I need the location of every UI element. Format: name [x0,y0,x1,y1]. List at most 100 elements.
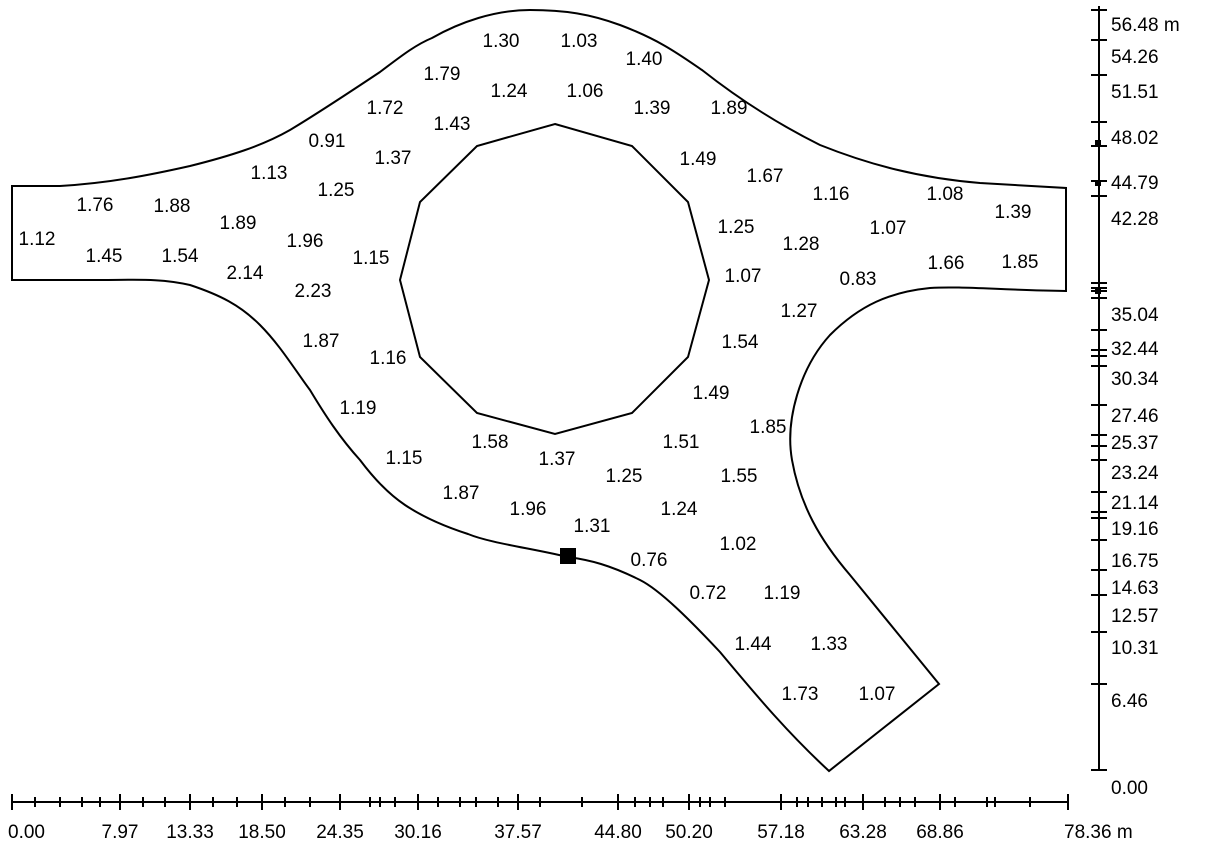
reference-marker [560,548,576,564]
x-tick-label: 50.20 [665,822,713,843]
measurement-value: 1.55 [721,466,758,487]
measurement-value: 1.54 [722,332,759,353]
measurement-value: 1.39 [995,202,1032,223]
measurement-value: 1.16 [813,184,850,205]
y-tick-label: 56.48 m [1111,15,1180,36]
measurement-value: 1.07 [725,266,762,287]
measurement-value: 1.13 [251,163,288,184]
measurement-value: 2.23 [295,281,332,302]
y-tick-label: 48.02 [1111,128,1159,149]
measurement-value: 1.44 [735,634,772,655]
measurement-value: 1.76 [77,195,114,216]
y-tick-label: 54.26 [1111,47,1159,68]
y-tick-label: 30.34 [1111,369,1159,390]
measurement-value: 1.96 [510,499,547,520]
measurement-value: 1.89 [711,98,748,119]
y-axis-labels: 56.48 m 54.26 51.51 48.02 44.79 42.28 35.04 32.… [1111,15,1180,799]
y-tick-dot [1095,140,1101,146]
value-labels: 1.30 1.03 1.40 1.79 1.24 1.06 1.72 1.43 1.39 1.89… [19,31,1039,705]
measurement-value: 1.27 [781,301,818,322]
x-axis-ticks [11,794,1069,810]
measurement-value: 1.73 [782,684,819,705]
measurement-value: 1.30 [483,31,520,52]
measurement-value: 1.28 [783,234,820,255]
x-tick-label: 63.28 [839,822,887,843]
x-tick-label: 78.36 m [1064,822,1133,843]
measurement-value: 1.19 [340,398,377,419]
x-tick-label: 57.18 [757,822,805,843]
y-tick-label: 12.57 [1111,606,1159,627]
measurement-value: 1.25 [718,217,755,238]
y-tick-label: 0.00 [1111,778,1148,799]
measurement-value: 1.02 [720,534,757,555]
y-tick-label: 35.04 [1111,305,1159,326]
x-tick-label: 24.35 [316,822,364,843]
measurement-value: 1.39 [634,98,671,119]
measurement-value: 1.85 [1002,252,1039,273]
x-tick-label: 37.57 [494,822,542,843]
x-tick-label: 18.50 [238,822,286,843]
measurement-value: 1.33 [811,634,848,655]
measurement-value: 1.31 [574,516,611,537]
measurement-value: 1.03 [561,31,598,52]
y-tick-dot [1095,288,1101,294]
y-tick-label: 6.46 [1111,691,1148,712]
x-axis-labels: 0.00 7.97 13.33 18.50 24.35 30.16 37.57 44.80 50… [8,822,1133,843]
measurement-value: 2.14 [227,263,264,284]
measurement-value: 1.37 [539,449,576,470]
measurement-value: 0.76 [631,550,668,571]
measurement-value: 1.89 [220,213,257,234]
measurement-value: 0.72 [690,583,727,604]
measurement-value: 1.15 [353,248,390,269]
y-tick-label: 23.24 [1111,463,1159,484]
measurement-value: 1.08 [927,184,964,205]
measurement-value: 1.96 [287,231,324,252]
x-tick-label: 0.00 [8,822,45,843]
y-tick-label: 16.75 [1111,551,1159,572]
inner-island [398,122,711,436]
measurement-value: 1.88 [154,196,191,217]
measurement-value: 1.72 [367,98,404,119]
x-tick-label: 7.97 [102,822,139,843]
y-tick-label: 21.14 [1111,493,1159,514]
y-axis-ticks [1091,9,1107,771]
measurement-value: 1.19 [764,583,801,604]
measurement-value: 1.37 [375,148,412,169]
y-tick-label: 27.46 [1111,406,1159,427]
measurement-value: 1.49 [680,149,717,170]
measurement-value: 1.67 [747,166,784,187]
measurement-value: 1.24 [491,81,528,102]
measurement-value: 1.49 [693,383,730,404]
y-tick-label: 14.63 [1111,578,1159,599]
y-tick-label: 10.31 [1111,638,1159,659]
measurement-value: 1.79 [424,64,461,85]
y-tick-label: 44.79 [1111,173,1159,194]
measurement-value: 1.25 [318,180,355,201]
x-tick-label: 68.86 [916,822,964,843]
measurement-value: 1.43 [434,114,471,135]
measurement-value: 1.12 [19,229,56,250]
measurement-value: 1.16 [370,348,407,369]
measurement-value: 1.54 [162,246,199,267]
measurement-value: 1.07 [859,684,896,705]
measurement-value: 1.51 [663,432,700,453]
measurement-value: 0.91 [309,131,346,152]
measurement-value: 1.25 [606,466,643,487]
measurement-value: 1.15 [386,448,423,469]
y-tick-label: 32.44 [1111,339,1159,360]
measurement-value: 1.06 [567,81,604,102]
y-tick-label: 51.51 [1111,82,1159,103]
measurement-value: 1.66 [928,253,965,274]
y-tick-label: 19.16 [1111,519,1159,540]
x-tick-label: 30.16 [394,822,442,843]
measurement-value: 1.58 [472,432,509,453]
measurement-value: 1.45 [86,246,123,267]
measurement-value: 1.87 [443,483,480,504]
x-tick-label: 13.33 [166,822,214,843]
measurement-value: 1.24 [661,499,698,520]
measurement-value: 0.83 [840,269,877,290]
measurement-value: 1.07 [870,218,907,239]
y-tick-dot [1095,180,1101,186]
